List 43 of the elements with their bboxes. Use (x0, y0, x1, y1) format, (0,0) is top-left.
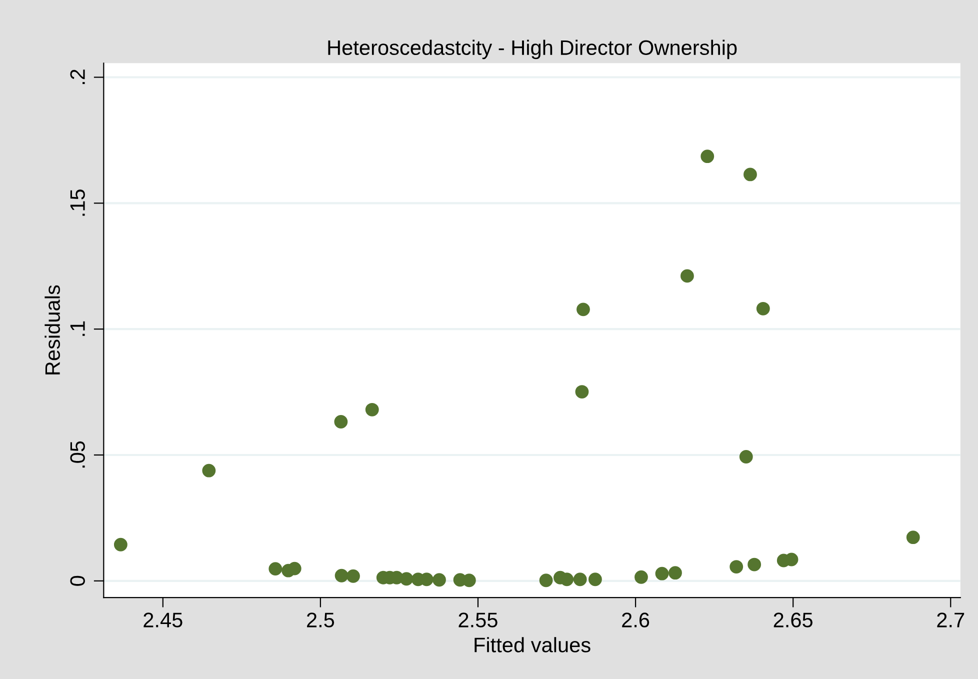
x-tick-label: 2.5 (307, 612, 334, 628)
point (346, 569, 360, 583)
point (400, 572, 414, 586)
point (576, 302, 590, 316)
y-tick-label: .1 (70, 321, 85, 336)
y-tick-label: .2 (70, 70, 85, 84)
x-tick-label: 2.45 (144, 612, 182, 628)
point (744, 168, 757, 182)
point (334, 415, 348, 428)
point (748, 558, 762, 572)
point (655, 566, 669, 580)
point (784, 552, 798, 566)
point (268, 562, 282, 576)
x-axis-title: Fitted values (474, 637, 590, 652)
point (575, 385, 589, 398)
point (680, 269, 694, 283)
point (700, 150, 714, 164)
y-tick-label: 0 (70, 576, 85, 586)
point (432, 573, 446, 587)
point (668, 566, 682, 580)
point (334, 568, 348, 582)
point (588, 572, 602, 586)
point (114, 538, 128, 552)
point (906, 530, 920, 544)
point (365, 402, 379, 416)
point (573, 572, 587, 586)
y-axis-title: Residuals (44, 285, 60, 374)
y-tick-label: .15 (70, 190, 85, 216)
y-tick-label: .05 (70, 441, 85, 468)
point (288, 562, 302, 576)
point (634, 570, 648, 584)
x-tick-label: 2.6 (622, 612, 650, 628)
point (739, 450, 753, 464)
x-tick-label: 2.55 (458, 612, 498, 628)
point (560, 572, 574, 586)
point (539, 574, 553, 588)
point (202, 464, 216, 478)
point (730, 560, 744, 574)
point (756, 302, 770, 316)
point (462, 574, 476, 588)
x-tick-label: 2.7 (937, 612, 964, 628)
chart-title: Heteroscedastcity - High Director Ownership (328, 40, 737, 60)
x-tick-label: 2.65 (774, 612, 812, 628)
